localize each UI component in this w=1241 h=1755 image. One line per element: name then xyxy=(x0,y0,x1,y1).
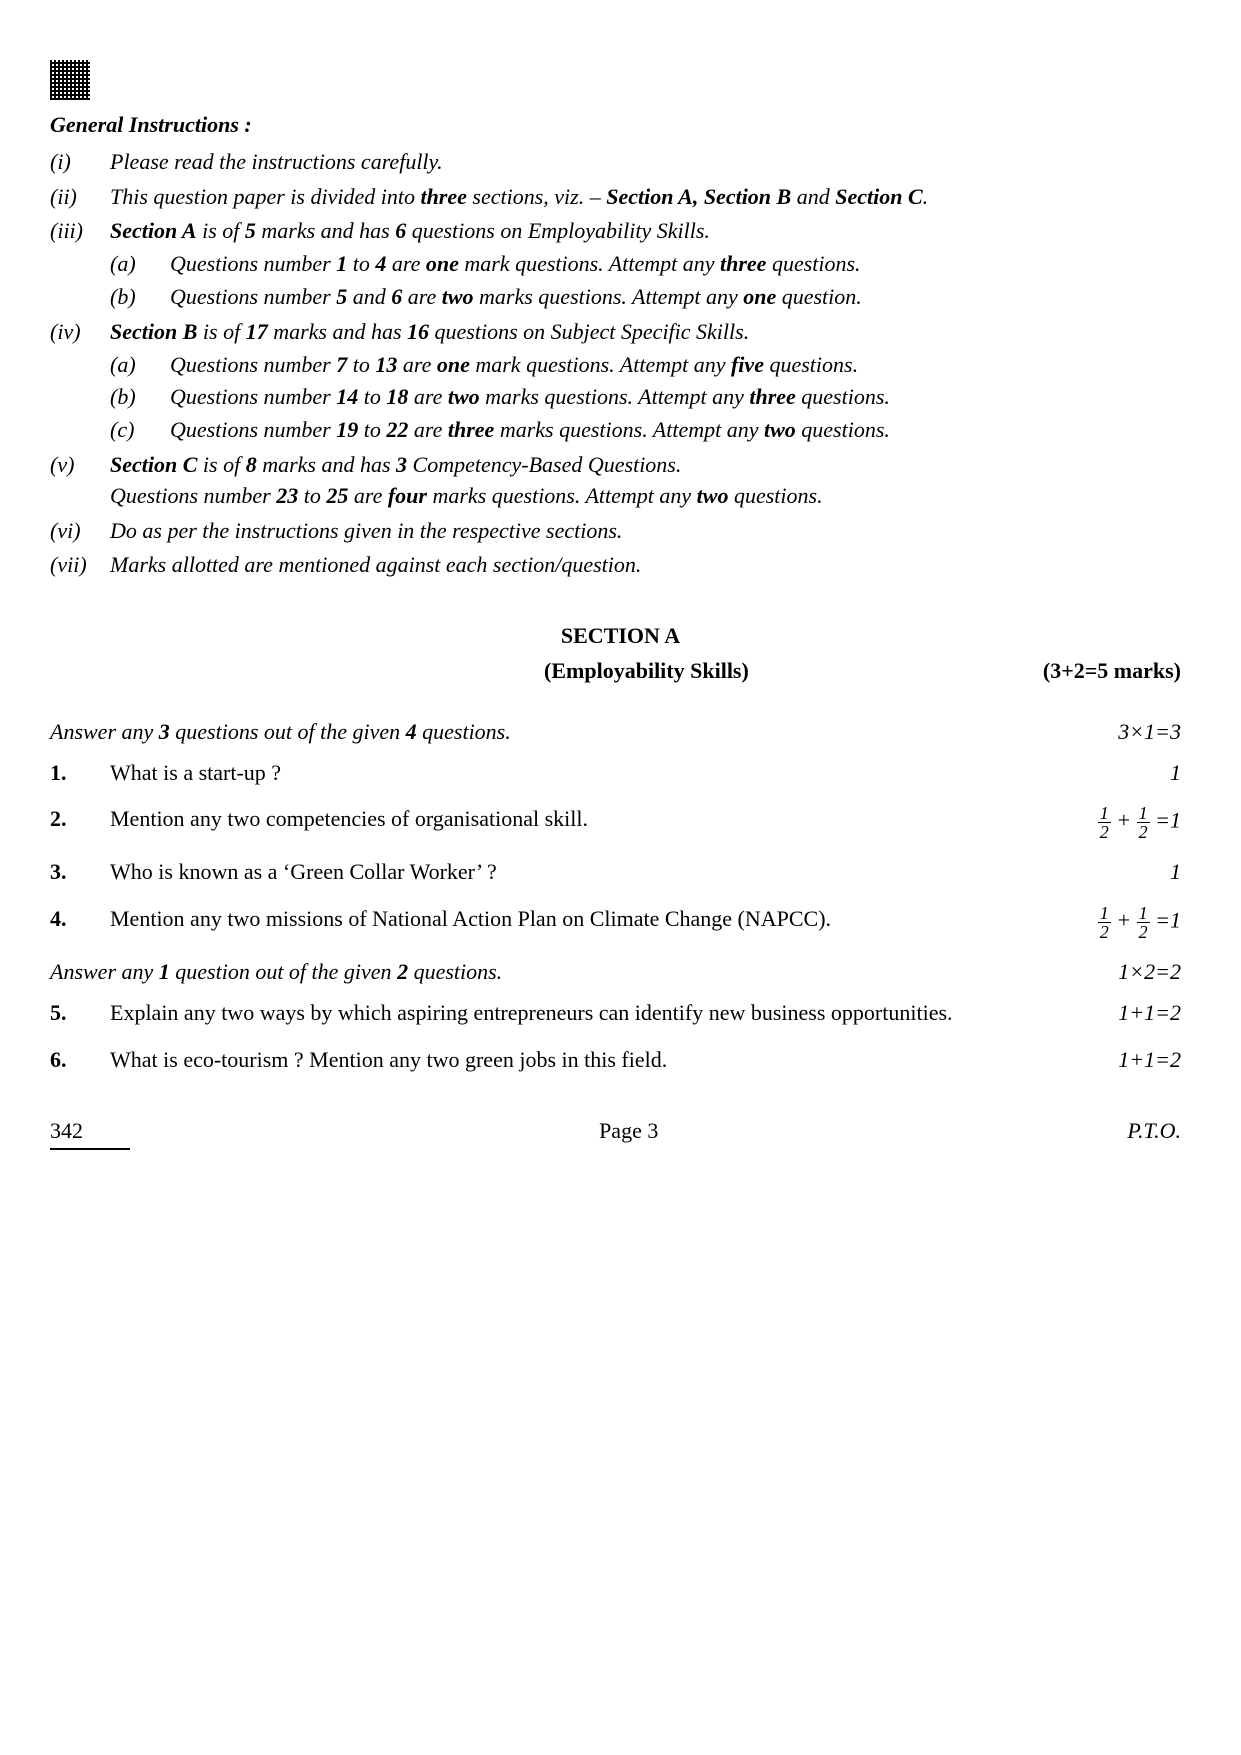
question-number: 2. xyxy=(50,804,110,835)
instruction-subitem: (b)Questions number 14 to 18 are two mar… xyxy=(110,382,1191,413)
answer-instruction-text: Answer any 3 questions out of the given … xyxy=(50,717,1118,748)
instruction-text: Please read the instructions carefully. xyxy=(110,147,1191,178)
instruction-sub-text: Questions number 14 to 18 are two marks … xyxy=(170,382,1191,413)
instruction-subitem: (c)Questions number 19 to 22 are three m… xyxy=(110,415,1191,446)
instruction-sub-text: Questions number 1 to 4 are one mark que… xyxy=(170,249,1191,280)
question-row: 1.What is a start-up ?1 xyxy=(50,758,1191,789)
question-text: Mention any two missions of National Act… xyxy=(110,904,1061,935)
instructions-list: (i)Please read the instructions carefull… xyxy=(50,147,1191,581)
instruction-text: Section B is of 17 marks and has 16 ques… xyxy=(110,317,1191,446)
question-row: 2.Mention any two competencies of organi… xyxy=(50,804,1191,841)
instruction-item: (iii)Section A is of 5 marks and has 6 q… xyxy=(50,216,1191,312)
question-text: Mention any two competencies of organisa… xyxy=(110,804,1061,835)
question-number: 5. xyxy=(50,998,110,1029)
answer-instruction: Answer any 3 questions out of the given … xyxy=(50,717,1191,748)
general-instructions-heading: General Instructions : xyxy=(50,110,1191,141)
instruction-text: Marks allotted are mentioned against eac… xyxy=(110,550,1191,581)
question-marks: 1 xyxy=(1061,857,1191,888)
instruction-item: (ii)This question paper is divided into … xyxy=(50,182,1191,213)
question-marks: 1 xyxy=(1061,758,1191,789)
instruction-number: (vi) xyxy=(50,516,110,547)
question-block-2: Answer any 1 question out of the given 2… xyxy=(50,957,1191,1075)
question-text: What is eco-tourism ? Mention any two gr… xyxy=(110,1045,1061,1076)
question-text: What is a start-up ? xyxy=(110,758,1061,789)
instruction-number: (ii) xyxy=(50,182,110,213)
footer-code: 342 xyxy=(50,1116,130,1151)
question-row: 3.Who is known as a ‘Green Collar Worker… xyxy=(50,857,1191,888)
instruction-item: (iv)Section B is of 17 marks and has 16 … xyxy=(50,317,1191,446)
question-marks: 12 + 12 =1 xyxy=(1061,804,1191,841)
section-title: SECTION A xyxy=(50,621,1191,652)
question-row: 6.What is eco-tourism ? Mention any two … xyxy=(50,1045,1191,1076)
instruction-subitem: (a)Questions number 7 to 13 are one mark… xyxy=(110,350,1191,381)
instruction-sub-number: (a) xyxy=(110,350,170,381)
question-number: 1. xyxy=(50,758,110,789)
question-number: 6. xyxy=(50,1045,110,1076)
instruction-sub-number: (a) xyxy=(110,249,170,280)
instruction-text: Section C is of 8 marks and has 3 Compet… xyxy=(110,450,1191,512)
section-marks: (3+2=5 marks) xyxy=(1043,656,1191,687)
answer-instruction: Answer any 1 question out of the given 2… xyxy=(50,957,1191,988)
instruction-text: This question paper is divided into thre… xyxy=(110,182,1191,213)
question-text: Explain any two ways by which aspiring e… xyxy=(110,998,1061,1029)
instruction-text: Section A is of 5 marks and has 6 questi… xyxy=(110,216,1191,312)
instruction-number: (i) xyxy=(50,147,110,178)
instruction-item: (i)Please read the instructions carefull… xyxy=(50,147,1191,178)
footer-pto: P.T.O. xyxy=(1127,1116,1191,1147)
answer-instruction-marks: 3×1=3 xyxy=(1118,717,1191,748)
footer-page: Page 3 xyxy=(130,1116,1127,1147)
question-text: Who is known as a ‘Green Collar Worker’ … xyxy=(110,857,1061,888)
instruction-item: (vii)Marks allotted are mentioned agains… xyxy=(50,550,1191,581)
answer-instruction-marks: 1×2=2 xyxy=(1118,957,1191,988)
question-row: 5.Explain any two ways by which aspiring… xyxy=(50,998,1191,1029)
instruction-sub-number: (c) xyxy=(110,415,170,446)
question-row: 4.Mention any two missions of National A… xyxy=(50,904,1191,941)
question-marks: 12 + 12 =1 xyxy=(1061,904,1191,941)
instruction-number: (vii) xyxy=(50,550,110,581)
qr-code xyxy=(50,60,90,100)
instruction-sub-number: (b) xyxy=(110,282,170,313)
instruction-subitem: (a)Questions number 1 to 4 are one mark … xyxy=(110,249,1191,280)
answer-instruction-text: Answer any 1 question out of the given 2… xyxy=(50,957,1118,988)
instruction-sub-number: (b) xyxy=(110,382,170,413)
instruction-number: (iii) xyxy=(50,216,110,312)
instruction-sub-text: Questions number 5 and 6 are two marks q… xyxy=(170,282,1191,313)
instruction-number: (iv) xyxy=(50,317,110,446)
instruction-subitem: (b)Questions number 5 and 6 are two mark… xyxy=(110,282,1191,313)
question-number: 4. xyxy=(50,904,110,935)
question-marks: 1+1=2 xyxy=(1061,998,1191,1029)
instruction-sub-text: Questions number 7 to 13 are one mark qu… xyxy=(170,350,1191,381)
section-subtitle-row: (Employability Skills) (3+2=5 marks) xyxy=(50,656,1191,687)
page-footer: 342 Page 3 P.T.O. xyxy=(50,1116,1191,1151)
instruction-item: (v)Section C is of 8 marks and has 3 Com… xyxy=(50,450,1191,512)
instruction-item: (vi)Do as per the instructions given in … xyxy=(50,516,1191,547)
question-number: 3. xyxy=(50,857,110,888)
question-block-1: Answer any 3 questions out of the given … xyxy=(50,717,1191,941)
instruction-sub-text: Questions number 19 to 22 are three mark… xyxy=(170,415,1191,446)
section-subtitle: (Employability Skills) xyxy=(250,656,1043,687)
question-marks: 1+1=2 xyxy=(1061,1045,1191,1076)
instruction-number: (v) xyxy=(50,450,110,512)
instruction-text: Do as per the instructions given in the … xyxy=(110,516,1191,547)
